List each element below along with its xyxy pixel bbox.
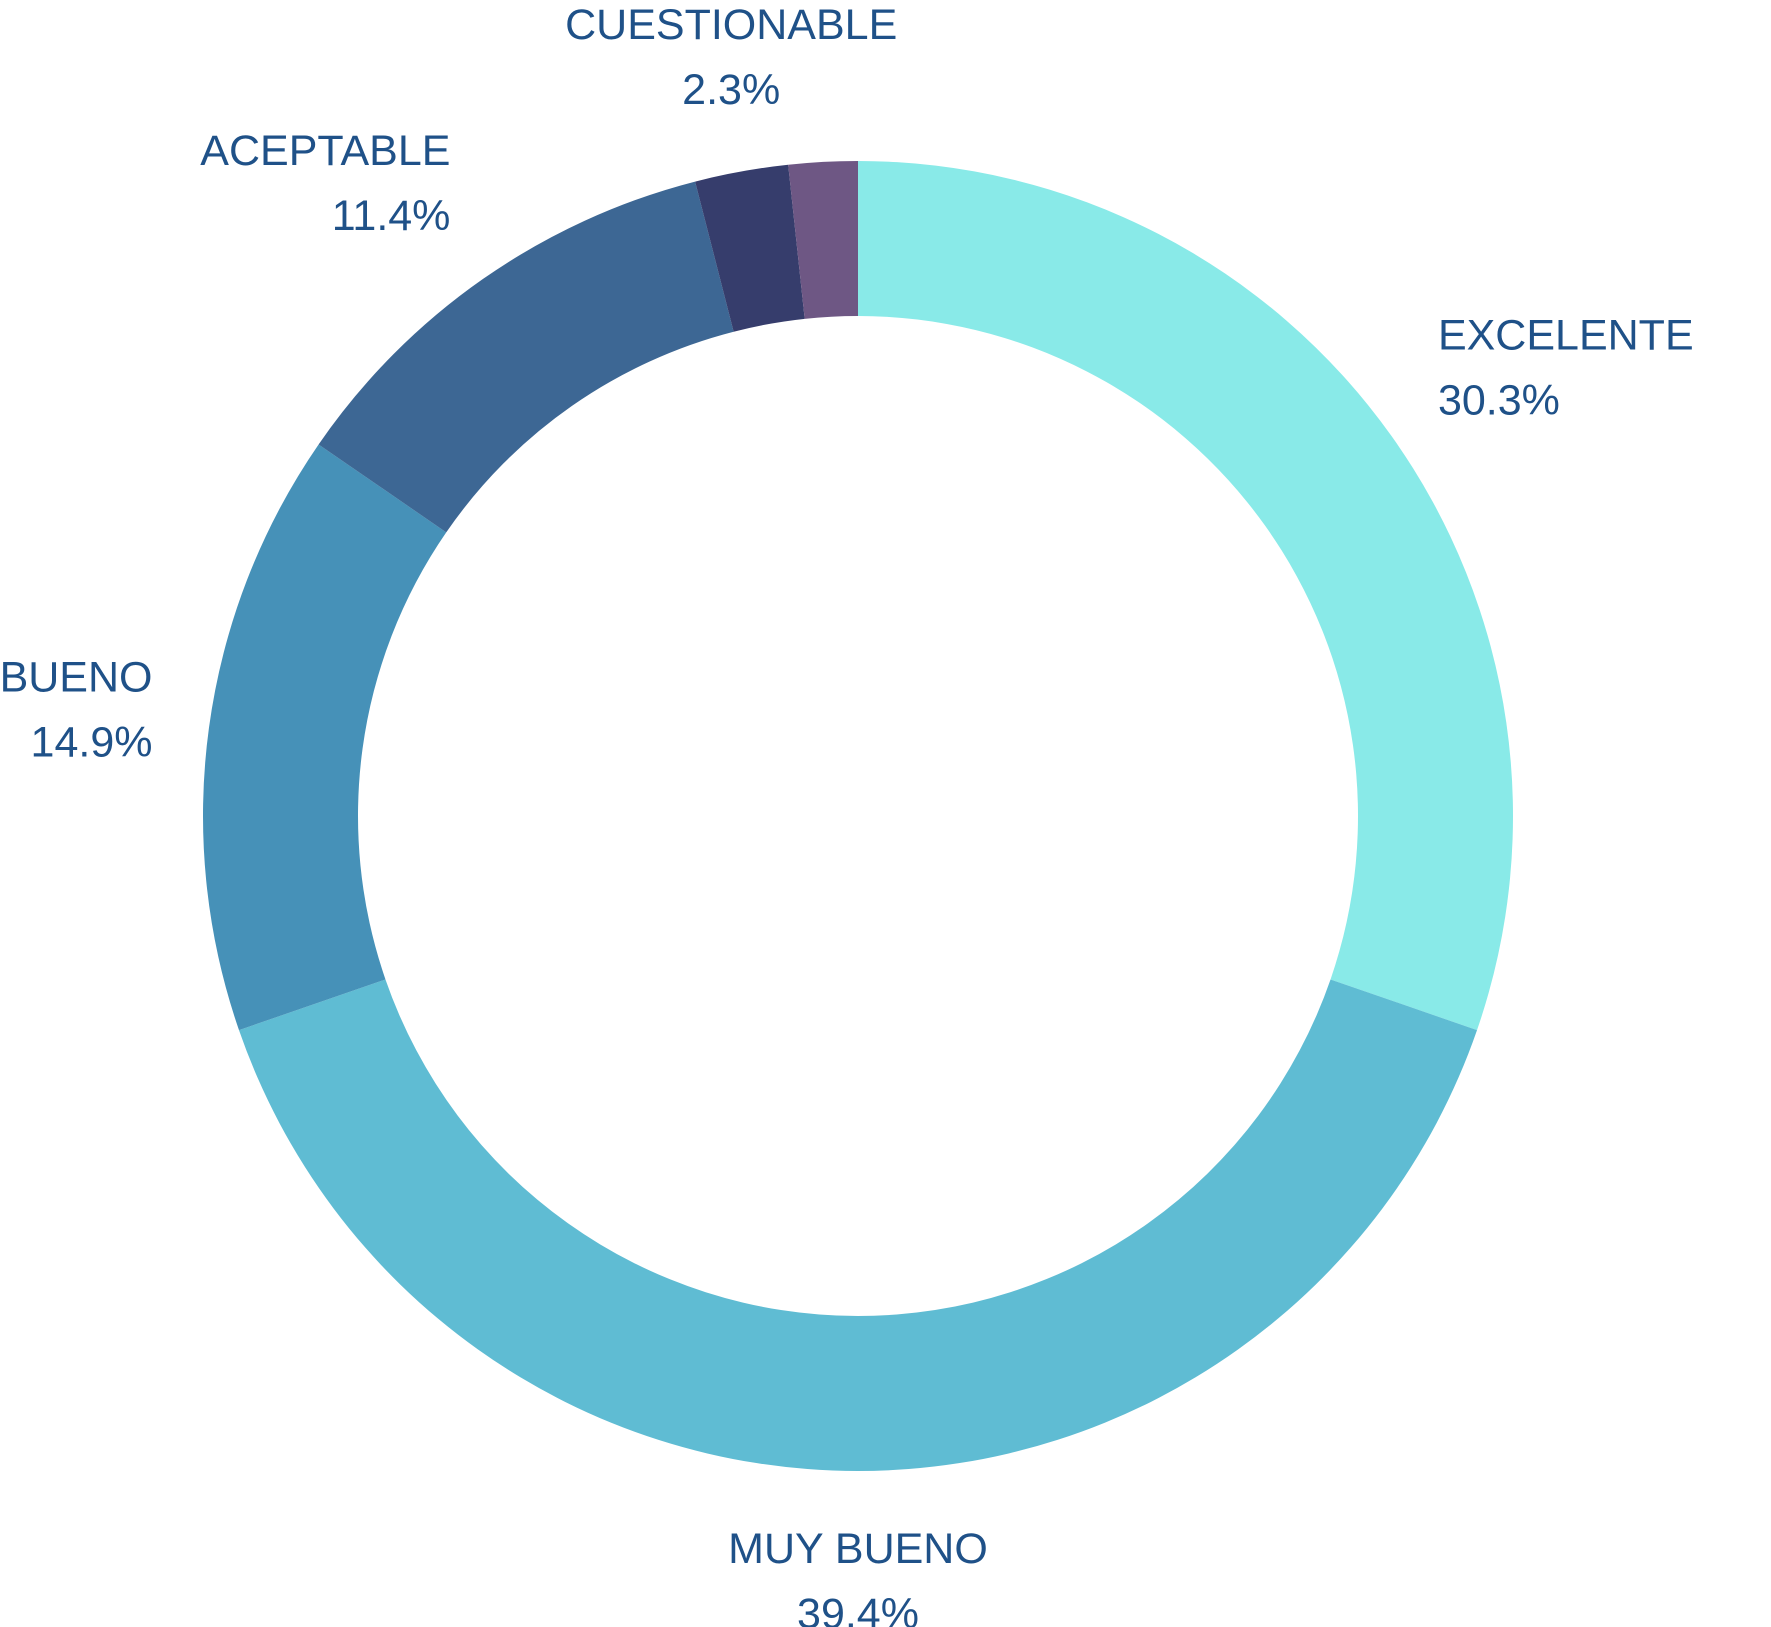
donut-slice — [858, 161, 1513, 1031]
donut-slice — [788, 161, 858, 319]
slice-label: ACEPTABLE — [200, 127, 450, 175]
slice-label: EXCELENTE — [1438, 311, 1694, 359]
donut-slice — [238, 979, 1478, 1472]
donut-slice — [202, 444, 447, 1031]
slice-value-label: 39.4% — [797, 1590, 919, 1627]
slice-label: BUENO — [0, 653, 152, 701]
slice-value-label: 11.4% — [332, 192, 451, 240]
slice-label: MUY BUENO — [728, 1525, 988, 1573]
slice-value-label: 30.3% — [1438, 376, 1560, 424]
slice-value-label: 2.3% — [682, 66, 780, 114]
donut-slice — [695, 164, 805, 332]
slice-value-label: 14.9% — [31, 718, 153, 766]
donut-slice — [318, 181, 734, 533]
slice-label: CUESTIONABLE — [565, 1, 897, 49]
